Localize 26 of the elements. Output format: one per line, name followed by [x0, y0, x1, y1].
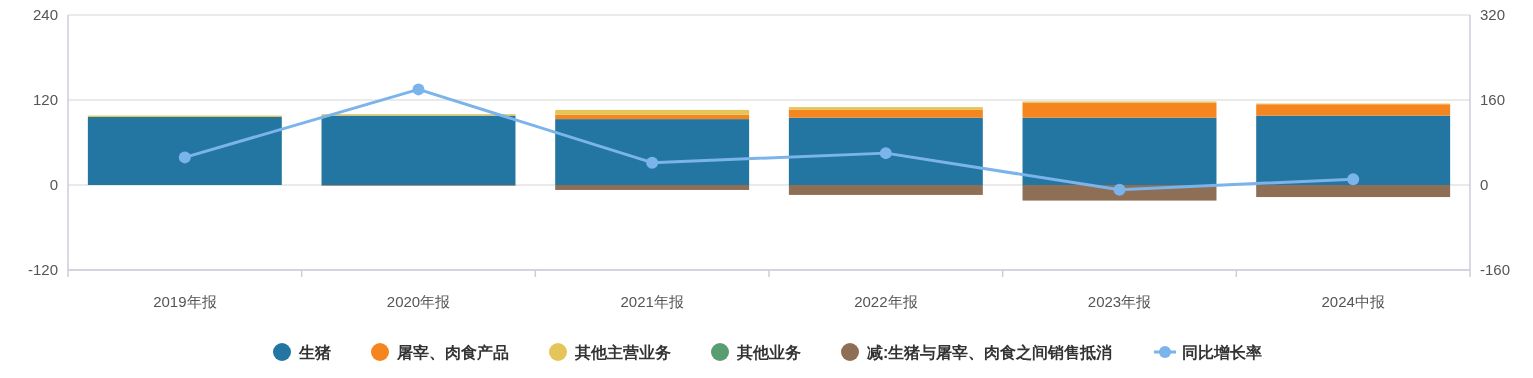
- point: [412, 83, 425, 96]
- x-tick-label: 2023年报: [1087, 293, 1152, 310]
- legend-label: 生猪: [298, 344, 331, 361]
- point: [646, 156, 659, 169]
- y-tick-label: 120: [32, 91, 58, 108]
- x-tick-label: 2022年报: [854, 293, 918, 310]
- point: [178, 151, 191, 164]
- y2-tick-label: 320: [1480, 6, 1506, 23]
- y-tick-label: -120: [27, 261, 58, 278]
- y2-tick-label: -160: [1480, 261, 1511, 278]
- point: [879, 147, 892, 160]
- y2-tick-label: 160: [1480, 91, 1506, 108]
- legend-label: 其他业务: [736, 344, 801, 361]
- point: [1113, 183, 1126, 196]
- y-tick-label: 0: [49, 176, 58, 193]
- x-tick-label: 2021年报: [620, 293, 684, 310]
- x-tick-label: 2024中报: [1321, 293, 1385, 310]
- y2-tick-label: 0: [1480, 176, 1489, 193]
- point: [1347, 173, 1360, 186]
- legend-label: 屠宰、肉食产品: [396, 343, 509, 361]
- y-tick-label: 240: [32, 6, 58, 23]
- x-tick-label: 2020年报: [386, 293, 451, 310]
- legend-label: 其他主营业务: [574, 343, 671, 361]
- x-tick-label: 2019年报: [153, 293, 217, 310]
- legend-label: 同比增长率: [1182, 343, 1262, 361]
- legend-label: 减:生猪与屠宰、肉食之间销售抵消: [867, 343, 1113, 361]
